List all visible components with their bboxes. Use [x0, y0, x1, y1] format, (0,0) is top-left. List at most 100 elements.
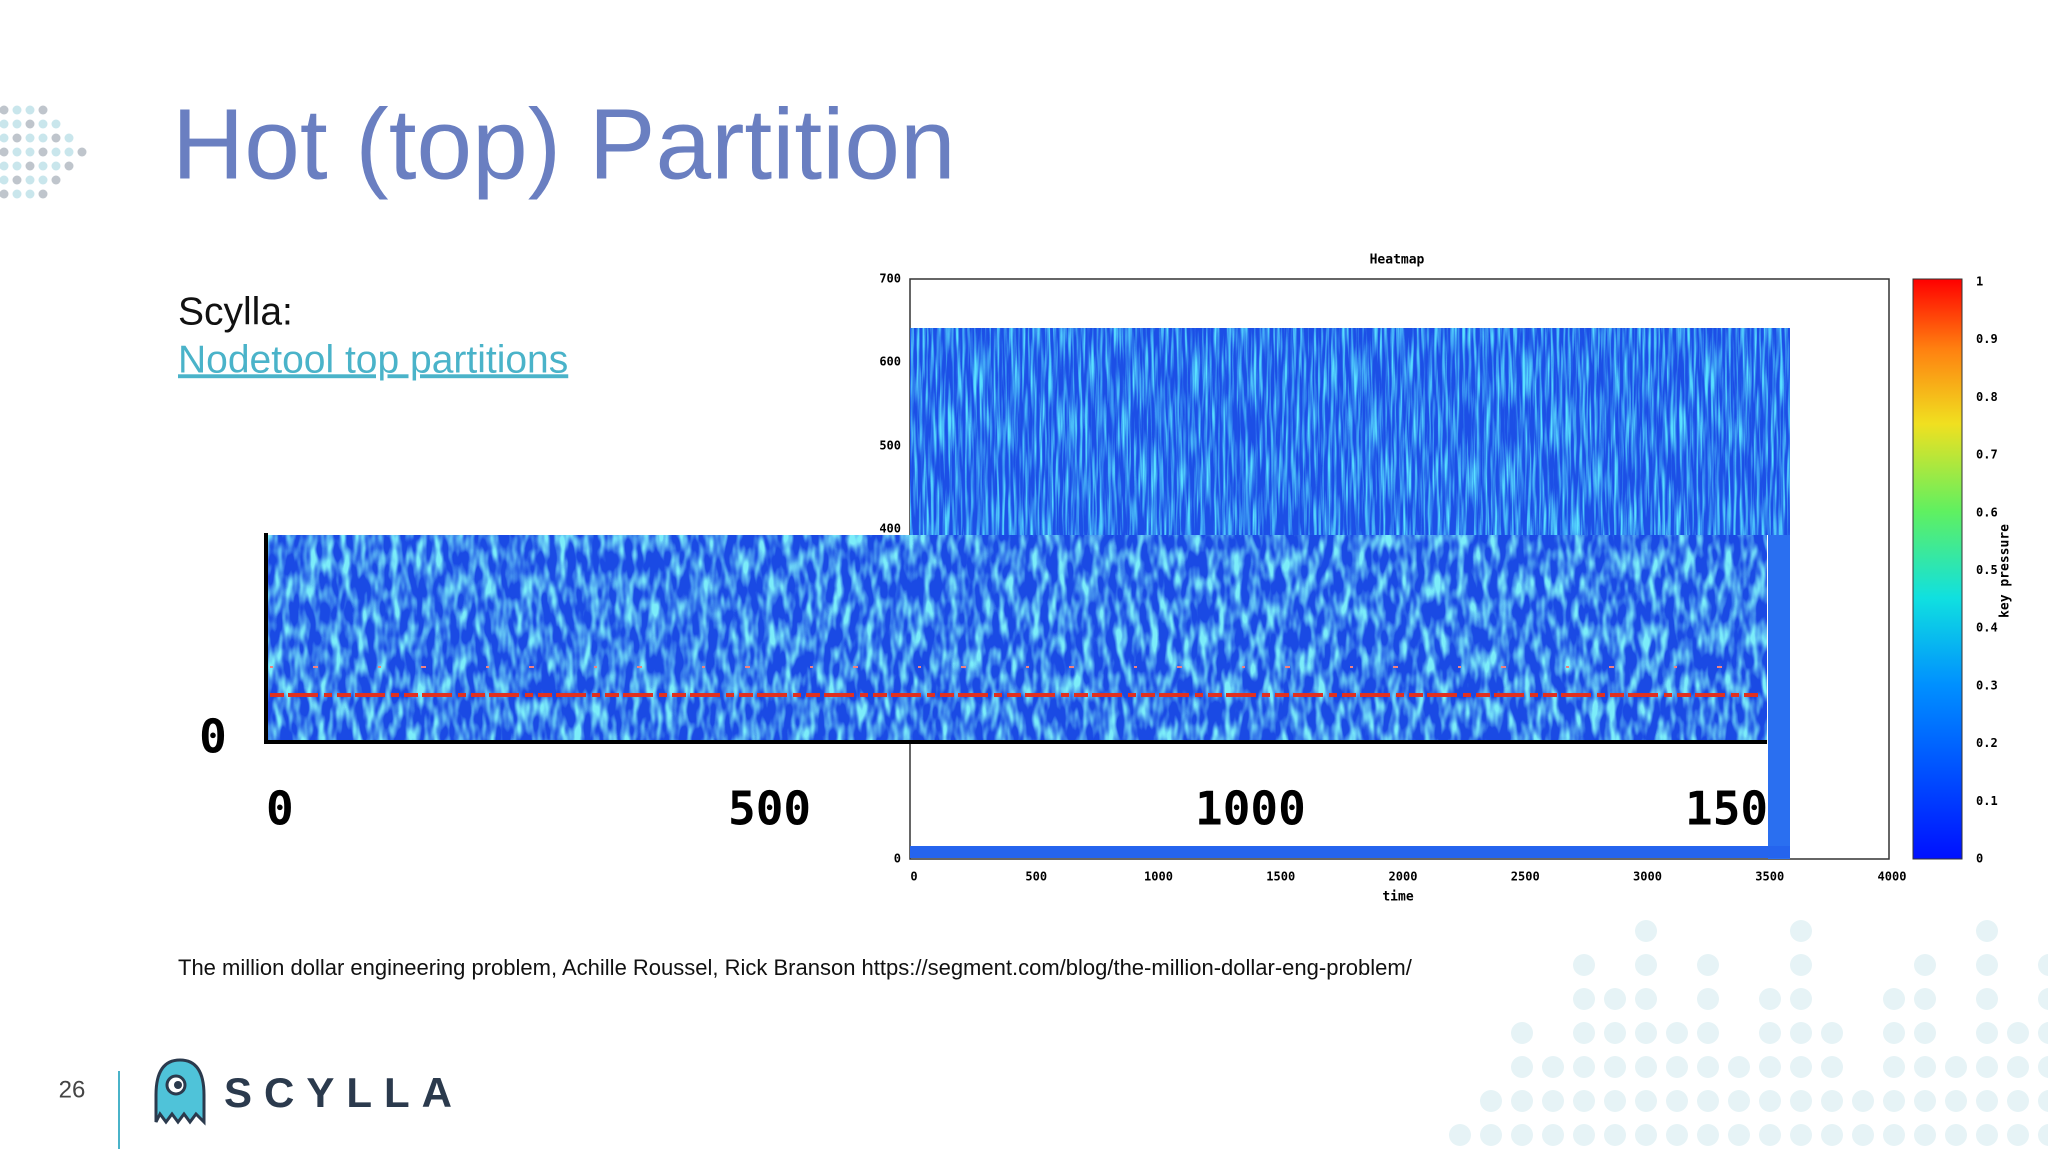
- y-tick-label: 500: [879, 439, 901, 453]
- decor-dot: [1914, 988, 1936, 1010]
- slide-title: Hot (top) Partition: [172, 88, 956, 200]
- decor-dot: [0, 133, 9, 143]
- decor-dot: [1914, 1056, 1936, 1078]
- decor-dot: [1821, 1124, 1843, 1146]
- decor-dot: [1542, 1124, 1564, 1146]
- colorbar-label: key pressure: [1998, 524, 2013, 618]
- decor-dot: [2007, 1056, 2029, 1078]
- decor-dot: [1821, 1022, 1843, 1044]
- decor-dot: [1697, 1022, 1719, 1044]
- decor-dot: [1480, 1124, 1502, 1146]
- decor-dot: [38, 175, 48, 185]
- decor-dot: [1976, 988, 1998, 1010]
- decor-dot: [12, 133, 22, 143]
- decor-dot: [38, 189, 48, 199]
- decor-dot: [1976, 1056, 1998, 1078]
- decor-dot: [12, 189, 22, 199]
- decor-dot: [1790, 954, 1812, 976]
- decor-dot: [1945, 1056, 1967, 1078]
- y-tick-label: 600: [879, 355, 901, 369]
- decor-dot: [2007, 1090, 2029, 1112]
- decor-dot: [38, 133, 48, 143]
- decor-dot: [1635, 1124, 1657, 1146]
- decor-dot: [0, 147, 9, 157]
- decor-dot: [1883, 988, 1905, 1010]
- decor-dot: [0, 105, 9, 115]
- decor-dot: [1604, 1022, 1626, 1044]
- decor-dot: [12, 175, 22, 185]
- decor-dot: [1914, 1090, 1936, 1112]
- logo-text: SCYLLA: [224, 1069, 464, 1116]
- decor-dot: [1697, 1090, 1719, 1112]
- x-tick-label: 1000: [1144, 870, 1173, 884]
- heatmap-strip: [1768, 535, 1790, 859]
- decor-dot: [2038, 1124, 2048, 1146]
- x-tick-label: 2500: [1511, 870, 1540, 884]
- decor-dot: [1945, 1090, 1967, 1112]
- decor-dot: [1759, 1022, 1781, 1044]
- decor-dot: [51, 175, 61, 185]
- zoom-noise: [266, 535, 1767, 742]
- decor-dot: [12, 119, 22, 129]
- decor: [0, 105, 2048, 1146]
- colorbar-tick-label: 0.3: [1976, 678, 1998, 692]
- decor-dot: [1635, 988, 1657, 1010]
- decor-dot: [1821, 1090, 1843, 1112]
- decor-dot: [64, 147, 74, 157]
- decor-dot: [0, 161, 9, 171]
- decor-dot: [1976, 920, 1998, 942]
- decor-dot: [0, 119, 9, 129]
- x-tick-label: 500: [1025, 870, 1047, 884]
- decor-dot: [1728, 1056, 1750, 1078]
- decor-dot: [38, 119, 48, 129]
- decor-dot: [25, 175, 35, 185]
- decor-dot: [12, 161, 22, 171]
- colorbar-tick-label: 0.4: [1976, 621, 1998, 635]
- decor-dot: [1573, 1056, 1595, 1078]
- y-tick-label: 0: [894, 852, 901, 866]
- decor-dot: [1697, 954, 1719, 976]
- zoom-x-tick-label: 1000: [1195, 782, 1306, 836]
- decor-dot: [1914, 954, 1936, 976]
- decor-dot: [1449, 1124, 1471, 1146]
- colorbar-tick-label: 1: [1976, 275, 1983, 289]
- decor-dot: [1542, 1090, 1564, 1112]
- decor-dot: [1573, 1124, 1595, 1146]
- y-tick-label: 400: [879, 522, 901, 536]
- decor-dot: [25, 133, 35, 143]
- decor-dot: [1976, 1090, 1998, 1112]
- decor-dot: [1511, 1124, 1533, 1146]
- decor-dot: [1883, 1022, 1905, 1044]
- decor-dot: [38, 105, 48, 115]
- decor-dot: [25, 147, 35, 157]
- decor-dot: [1790, 920, 1812, 942]
- decor-dot: [1976, 954, 1998, 976]
- zoom-x-tick-label: 0: [266, 782, 294, 836]
- decor-dot: [1883, 1056, 1905, 1078]
- decor-dot: [12, 105, 22, 115]
- decor-dot: [1666, 1124, 1688, 1146]
- link[interactable]: Nodetool top partitions: [178, 338, 568, 381]
- decor-dot: [1976, 1022, 1998, 1044]
- page-number: 26: [59, 1076, 86, 1103]
- decor-dot: [1635, 954, 1657, 976]
- decor-dot: [2038, 1090, 2048, 1112]
- decor-dot: [1728, 1090, 1750, 1112]
- decor-dot: [1790, 1022, 1812, 1044]
- decor-dot: [2007, 1022, 2029, 1044]
- decor-dot: [25, 189, 35, 199]
- colorbar-tick-label: 0.9: [1976, 332, 1998, 346]
- decor-dot: [1635, 920, 1657, 942]
- logo-mascot: [154, 1058, 206, 1126]
- decor-dot: [1573, 1090, 1595, 1112]
- decor-dot: [1976, 1124, 1998, 1146]
- decor-dot: [1821, 1056, 1843, 1078]
- decor-dot: [1604, 1056, 1626, 1078]
- decor-dot: [1914, 1022, 1936, 1044]
- decor-dot: [64, 161, 74, 171]
- decor-dot: [1480, 1090, 1502, 1112]
- x-tick-label: 1500: [1266, 870, 1295, 884]
- zoom-x-tick-label: 150: [1685, 782, 1768, 836]
- decor-dot: [51, 133, 61, 143]
- decor-dot: [1511, 1090, 1533, 1112]
